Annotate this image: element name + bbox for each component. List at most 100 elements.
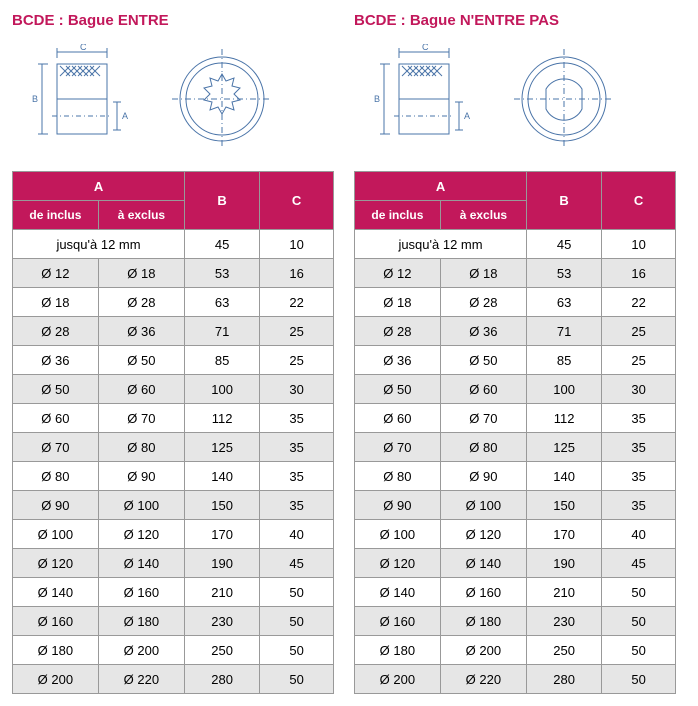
cell-C: 35: [260, 462, 334, 491]
cell-first-label: jusqu'à 12 mm: [355, 230, 527, 259]
cell-a: Ø 28: [98, 288, 184, 317]
cell-de: Ø 200: [13, 665, 99, 694]
cell-C: 22: [260, 288, 334, 317]
cell-a: Ø 70: [440, 404, 526, 433]
cell-C: 16: [260, 259, 334, 288]
tbody-nentre: jusqu'à 12 mm 45 10 Ø 12Ø 185316Ø 18Ø 28…: [355, 230, 676, 694]
table-row: jusqu'à 12 mm 45 10: [13, 230, 334, 259]
table-row: Ø 80Ø 9014035: [355, 462, 676, 491]
cell-C: 30: [602, 375, 676, 404]
table-row: Ø 70Ø 8012535: [355, 433, 676, 462]
cell-de: Ø 90: [13, 491, 99, 520]
cell-a: Ø 220: [440, 665, 526, 694]
cell-de: Ø 80: [13, 462, 99, 491]
th-a: à exclus: [98, 201, 184, 230]
table-row: Ø 120Ø 14019045: [13, 549, 334, 578]
th-A: A: [355, 172, 527, 201]
title-entre: BCDE : Bague ENTRE: [12, 12, 334, 29]
cell-a: Ø 140: [440, 549, 526, 578]
cell-C: 16: [602, 259, 676, 288]
cell-a: Ø 100: [98, 491, 184, 520]
cell-C: 25: [260, 346, 334, 375]
cell-a: Ø 18: [98, 259, 184, 288]
svg-text:C: C: [422, 44, 429, 52]
cell-B: 230: [527, 607, 602, 636]
cell-de: Ø 70: [355, 433, 441, 462]
cell-C: 50: [260, 665, 334, 694]
table-row: Ø 18Ø 286322: [355, 288, 676, 317]
table-row: Ø 100Ø 12017040: [355, 520, 676, 549]
cell-B: 63: [527, 288, 602, 317]
cell-C: 25: [602, 346, 676, 375]
cell-a: Ø 140: [98, 549, 184, 578]
cell-C: 50: [260, 607, 334, 636]
cell-B: 71: [527, 317, 602, 346]
cell-de: Ø 160: [355, 607, 441, 636]
cell-B: 112: [185, 404, 260, 433]
cell-a: Ø 160: [98, 578, 184, 607]
cell-a: Ø 70: [98, 404, 184, 433]
th-C: C: [602, 172, 676, 230]
panel-entre: BCDE : Bague ENTRE C: [12, 12, 334, 694]
cell-a: Ø 180: [98, 607, 184, 636]
svg-text:C: C: [80, 44, 87, 52]
cell-C: 50: [602, 665, 676, 694]
cell-a: Ø 50: [440, 346, 526, 375]
cell-a: Ø 80: [440, 433, 526, 462]
th-C: C: [260, 172, 334, 230]
cell-a: Ø 50: [98, 346, 184, 375]
diagram-side-icon: C B: [22, 44, 142, 154]
cell-B: 100: [185, 375, 260, 404]
th-a: à exclus: [440, 201, 526, 230]
cell-de: Ø 140: [13, 578, 99, 607]
cell-de: Ø 36: [355, 346, 441, 375]
th-A: A: [13, 172, 185, 201]
cell-B: 63: [185, 288, 260, 317]
cell-de: Ø 12: [13, 259, 99, 288]
cell-B: 112: [527, 404, 602, 433]
cell-C: 40: [260, 520, 334, 549]
table-row: Ø 18Ø 286322: [13, 288, 334, 317]
cell-a: Ø 120: [440, 520, 526, 549]
cell-B: 45: [527, 230, 602, 259]
cell-de: Ø 90: [355, 491, 441, 520]
table-row: Ø 28Ø 367125: [355, 317, 676, 346]
cell-de: Ø 18: [355, 288, 441, 317]
cell-B: 210: [185, 578, 260, 607]
cell-B: 280: [185, 665, 260, 694]
cell-B: 250: [185, 636, 260, 665]
cell-C: 40: [602, 520, 676, 549]
cell-C: 35: [602, 462, 676, 491]
cell-B: 170: [527, 520, 602, 549]
cell-a: Ø 36: [98, 317, 184, 346]
cell-de: Ø 140: [355, 578, 441, 607]
cell-de: Ø 120: [355, 549, 441, 578]
cell-B: 170: [185, 520, 260, 549]
cell-B: 53: [527, 259, 602, 288]
cell-C: 50: [602, 607, 676, 636]
cell-a: Ø 200: [440, 636, 526, 665]
cell-C: 50: [260, 636, 334, 665]
table-row: Ø 180Ø 20025050: [355, 636, 676, 665]
table-row: Ø 60Ø 7011235: [355, 404, 676, 433]
cell-B: 190: [185, 549, 260, 578]
table-row: Ø 90Ø 10015035: [355, 491, 676, 520]
th-B: B: [527, 172, 602, 230]
cell-C: 45: [602, 549, 676, 578]
svg-text:B: B: [32, 94, 38, 104]
cell-a: Ø 18: [440, 259, 526, 288]
cell-B: 85: [185, 346, 260, 375]
cell-C: 35: [260, 491, 334, 520]
svg-text:A: A: [122, 111, 128, 121]
table-row: Ø 140Ø 16021050: [355, 578, 676, 607]
cell-B: 85: [527, 346, 602, 375]
cell-C: 10: [260, 230, 334, 259]
panels-container: BCDE : Bague ENTRE C: [12, 12, 686, 694]
cell-a: Ø 60: [440, 375, 526, 404]
cell-B: 125: [185, 433, 260, 462]
cell-de: Ø 100: [13, 520, 99, 549]
cell-a: Ø 28: [440, 288, 526, 317]
cell-B: 190: [527, 549, 602, 578]
cell-a: Ø 90: [98, 462, 184, 491]
cell-C: 25: [602, 317, 676, 346]
